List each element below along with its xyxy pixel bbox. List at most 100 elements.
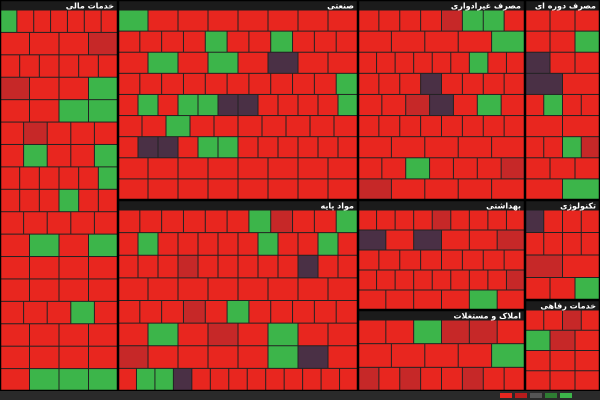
stock-cell <box>386 290 414 310</box>
stock-cell <box>336 301 358 323</box>
stock-cell <box>198 137 218 158</box>
stock-cell <box>338 255 358 278</box>
stock-cell <box>227 31 249 52</box>
stock-cell <box>278 255 298 278</box>
stock-cell <box>379 116 400 137</box>
stock-cell <box>563 116 600 137</box>
stock-cell <box>183 210 205 233</box>
stock-cell <box>442 250 462 270</box>
stock-cell <box>575 351 600 371</box>
stock-cell <box>30 32 59 55</box>
stock-cell <box>271 31 293 52</box>
stock-cell <box>377 52 395 73</box>
stock-cell <box>581 94 600 116</box>
stock-cell <box>148 158 178 179</box>
sector-header <box>118 200 358 211</box>
stock-cell <box>430 158 453 179</box>
stock-cell <box>148 346 178 368</box>
stock-cell <box>458 31 492 52</box>
stock-cell <box>563 179 600 200</box>
stock-cell <box>59 100 88 122</box>
stock-cell <box>227 301 249 323</box>
stock-cell <box>59 346 88 369</box>
stock-cell <box>59 257 88 279</box>
stock-cell <box>138 255 158 278</box>
stock-cell <box>59 324 88 346</box>
stock-cell <box>453 158 477 179</box>
stock-cell <box>293 73 314 94</box>
stock-cell <box>118 116 142 137</box>
stock-cell <box>525 179 562 200</box>
stock-cell <box>525 278 550 300</box>
stock-cell <box>94 301 118 324</box>
stock-cell <box>218 233 238 255</box>
stock-cell <box>178 346 208 368</box>
stock-cell <box>386 320 414 344</box>
stock-cell <box>395 270 414 290</box>
stock-cell <box>59 369 88 391</box>
stock-cell <box>298 179 328 200</box>
stock-cell <box>0 122 24 144</box>
sector-border <box>357 0 526 201</box>
stock-cell <box>525 158 550 179</box>
stock-cell <box>286 116 310 137</box>
stock-cell <box>258 137 278 158</box>
stock-cell <box>118 210 140 233</box>
stock-cell <box>278 137 298 158</box>
stock-cell <box>190 116 214 137</box>
stock-cell <box>238 346 268 368</box>
stock-cell <box>298 94 318 116</box>
stock-cell <box>138 233 158 255</box>
stock-cell <box>198 255 218 278</box>
stock-cell <box>178 255 198 278</box>
stock-cell <box>218 94 238 116</box>
stock-cell <box>238 278 268 300</box>
stock-cell <box>544 210 562 232</box>
stock-cell <box>303 368 321 391</box>
stock-cell <box>382 158 406 179</box>
stock-cell <box>462 367 483 391</box>
sector-header <box>118 0 358 11</box>
stock-cell <box>20 55 39 77</box>
stock-cell <box>525 31 550 52</box>
stock-cell <box>358 10 379 31</box>
stock-cell <box>575 158 600 179</box>
stock-cell <box>118 94 138 116</box>
stock-cell <box>208 52 238 73</box>
stock-cell <box>462 116 483 137</box>
stock-cell <box>205 31 227 52</box>
stock-cell <box>563 137 581 158</box>
stock-cell <box>563 255 600 277</box>
stock-cell <box>483 116 504 137</box>
stock-cell <box>338 137 358 158</box>
stock-cell <box>162 73 183 94</box>
stock-cell <box>208 158 238 179</box>
stock-cell <box>0 257 29 279</box>
stock-cell <box>421 116 441 137</box>
stock-cell <box>138 94 158 116</box>
stock-cell <box>581 137 600 158</box>
stock-cell <box>501 158 525 179</box>
legend-box <box>500 393 512 398</box>
sector-title: مواد پایه <box>321 202 355 211</box>
sector-border <box>117 199 359 392</box>
stock-cell <box>442 367 462 391</box>
sector-border <box>0 0 119 392</box>
stock-cell <box>328 52 358 73</box>
stock-cell <box>0 144 24 167</box>
stock-cell <box>136 368 155 391</box>
stock-cell <box>391 344 425 367</box>
stock-cell <box>318 94 338 116</box>
stock-cell <box>483 10 504 31</box>
stock-cell <box>183 31 205 52</box>
stock-cell <box>550 10 575 31</box>
stock-cell <box>406 94 430 116</box>
stock-cell <box>421 250 441 270</box>
stock-cell <box>268 323 298 346</box>
stock-cell <box>469 210 488 230</box>
stock-cell <box>208 278 238 300</box>
stock-cell <box>575 52 600 73</box>
stock-cell <box>430 94 453 116</box>
stock-cell <box>400 250 421 270</box>
stock-cell <box>544 94 562 116</box>
